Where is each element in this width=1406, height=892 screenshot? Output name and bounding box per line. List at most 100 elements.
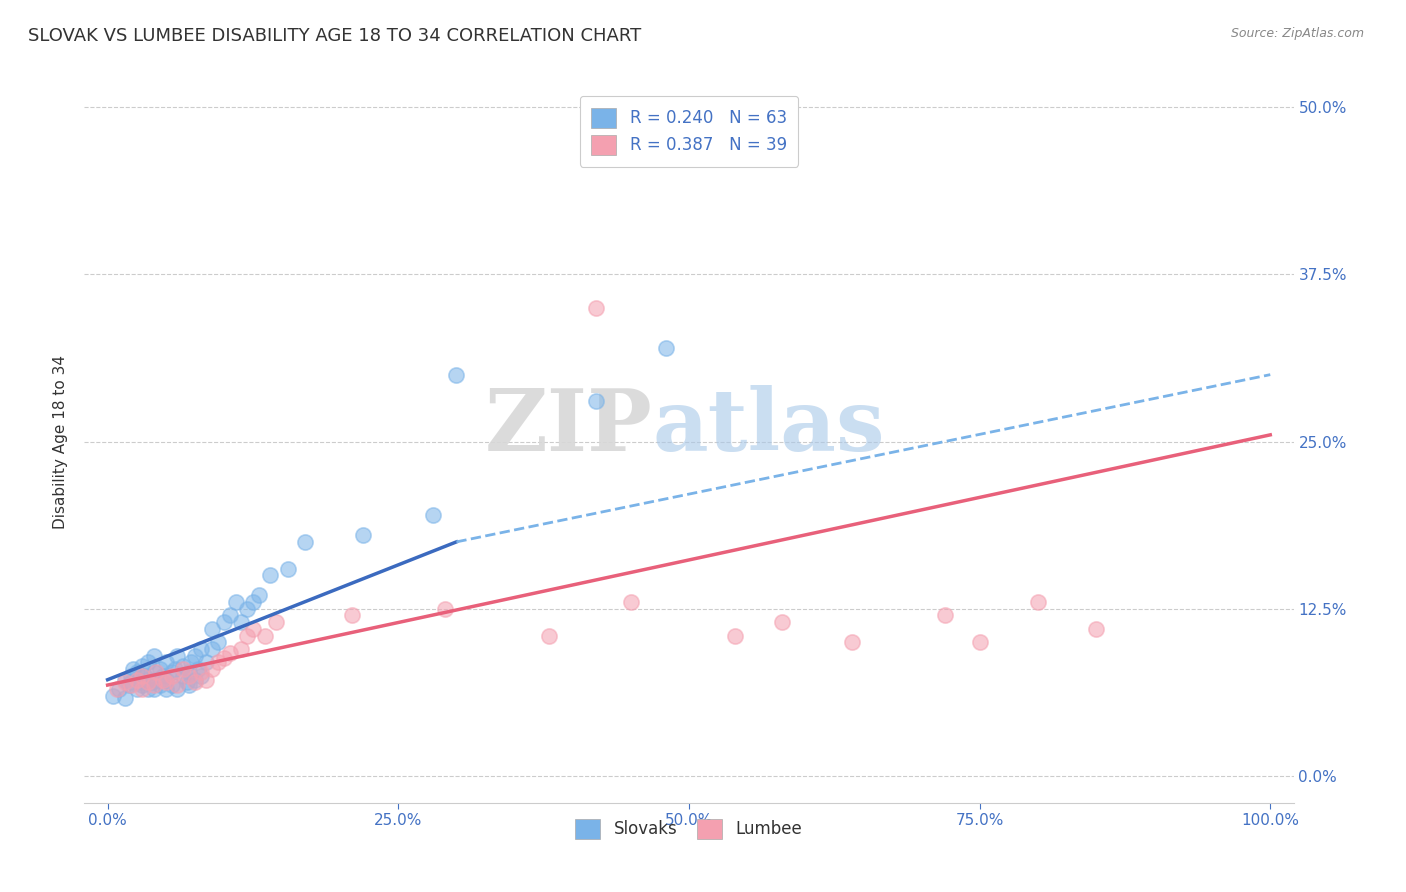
Point [105, 681, 128, 696]
Point [231, 615, 253, 630]
Point [176, 675, 198, 690]
Point [934, 608, 956, 623]
Point [1084, 622, 1107, 636]
Point [152, 673, 174, 687]
Point [201, 622, 224, 636]
Point [125, 681, 148, 696]
Point [103, 689, 125, 703]
Y-axis label: Disability Age 18 to 34: Disability Age 18 to 34 [53, 354, 69, 529]
Point [352, 528, 374, 542]
Point [184, 675, 207, 690]
Point [247, 589, 270, 603]
Point [969, 635, 991, 649]
Point [122, 662, 145, 676]
Point [155, 655, 177, 669]
Point [236, 629, 259, 643]
Point [120, 675, 142, 690]
Point [841, 635, 863, 649]
Point [166, 681, 188, 696]
Point [120, 669, 142, 683]
Point [149, 678, 172, 692]
Point [253, 629, 276, 643]
Point [160, 669, 183, 683]
Point [207, 635, 229, 649]
Point [114, 675, 136, 690]
Point [141, 675, 163, 690]
Point [131, 669, 153, 683]
Point [172, 662, 194, 676]
Text: atlas: atlas [652, 385, 886, 469]
Point [294, 535, 316, 549]
Point [620, 595, 643, 609]
Point [177, 669, 200, 683]
Point [585, 301, 607, 315]
Point [160, 665, 183, 679]
Point [190, 665, 212, 679]
Point [149, 662, 172, 676]
Point [120, 678, 142, 692]
Point [242, 595, 264, 609]
Text: Source: ZipAtlas.com: Source: ZipAtlas.com [1230, 27, 1364, 40]
Point [136, 655, 159, 669]
Point [177, 678, 200, 692]
Point [190, 642, 212, 657]
Point [136, 673, 159, 687]
Point [145, 673, 167, 687]
Point [125, 665, 148, 679]
Point [136, 681, 159, 696]
Point [145, 665, 167, 679]
Point [212, 651, 235, 665]
Point [277, 562, 299, 576]
Text: SLOVAK VS LUMBEE DISABILITY AGE 18 TO 34 CORRELATION CHART: SLOVAK VS LUMBEE DISABILITY AGE 18 TO 34… [28, 27, 641, 45]
Point [422, 508, 444, 523]
Point [143, 678, 166, 692]
Point [114, 691, 136, 706]
Point [1026, 595, 1049, 609]
Legend: Slovaks, Lumbee: Slovaks, Lumbee [562, 805, 815, 852]
Point [152, 669, 174, 683]
Point [218, 608, 240, 623]
Point [155, 673, 177, 687]
Point [231, 642, 253, 657]
Point [125, 673, 148, 687]
Point [172, 659, 194, 673]
Point [136, 675, 159, 690]
Point [155, 675, 177, 690]
Point [166, 648, 188, 663]
Point [212, 615, 235, 630]
Point [446, 368, 468, 382]
Point [131, 681, 153, 696]
Point [160, 678, 183, 692]
Point [131, 678, 153, 692]
Point [129, 675, 152, 690]
Point [177, 665, 200, 679]
Point [538, 629, 561, 643]
Point [143, 665, 166, 679]
Point [201, 662, 224, 676]
Point [654, 341, 676, 355]
Point [143, 648, 166, 663]
Point [207, 655, 229, 669]
Point [242, 622, 264, 636]
Point [184, 673, 207, 687]
Point [201, 642, 224, 657]
Point [143, 681, 166, 696]
Point [190, 669, 212, 683]
Point [155, 681, 177, 696]
Point [165, 662, 187, 676]
Point [585, 394, 607, 409]
Point [166, 678, 188, 692]
Point [340, 608, 363, 623]
Point [134, 669, 156, 683]
Point [724, 629, 747, 643]
Point [264, 615, 287, 630]
Point [259, 568, 281, 582]
Text: ZIP: ZIP [485, 385, 652, 469]
Point [114, 673, 136, 687]
Point [180, 655, 202, 669]
Point [117, 678, 139, 692]
Point [172, 669, 194, 683]
Point [108, 681, 131, 696]
Point [131, 659, 153, 673]
Point [236, 602, 259, 616]
